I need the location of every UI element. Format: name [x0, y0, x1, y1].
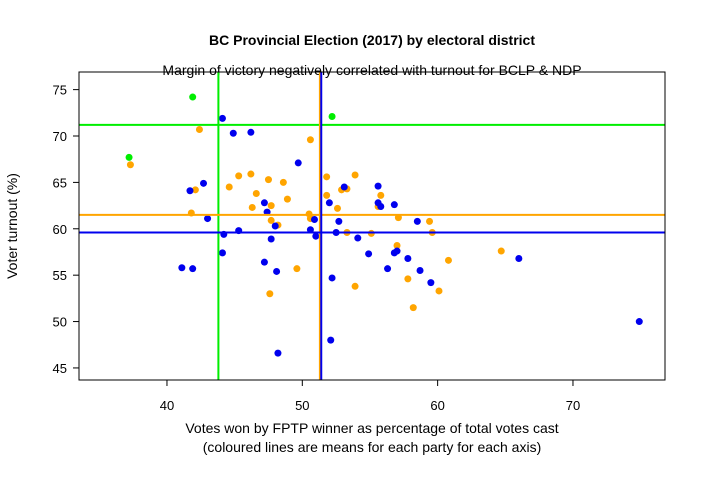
bclp-point: [204, 215, 212, 223]
bclp-point: [267, 235, 275, 243]
x-axis-label-note: (coloured lines are means for each party…: [203, 439, 542, 455]
ndp-point: [333, 204, 341, 212]
ndp-point: [435, 287, 443, 295]
y-tick-label: 70: [53, 129, 67, 144]
bclp-point: [515, 254, 523, 262]
green-point: [189, 93, 197, 101]
ndp-point: [267, 216, 275, 224]
plot-frame: [78, 71, 666, 381]
bclp-point: [327, 336, 335, 344]
y-tick-label: 60: [53, 222, 67, 237]
bclp-point: [294, 159, 302, 167]
ndp-point: [252, 190, 260, 198]
bclp-point: [218, 249, 226, 257]
ndp-point: [497, 247, 505, 255]
y-tick-label: 45: [53, 361, 67, 376]
ndp-point: [426, 217, 434, 225]
ndp-point: [351, 282, 359, 290]
ndp-point: [409, 304, 417, 312]
bclp-point: [325, 199, 333, 207]
ndp-point: [247, 170, 255, 178]
y-axis-label: Voter turnout (%): [4, 173, 20, 279]
ndp-point: [283, 195, 291, 203]
ndp-point: [264, 176, 272, 184]
bclp-point: [178, 264, 186, 272]
bclp-point: [390, 201, 398, 209]
y-tick-label: 65: [53, 175, 67, 190]
bclp-point: [404, 254, 412, 262]
chart-title: BC Provincial Election (2017) by elector…: [209, 32, 535, 48]
ndp-point: [377, 191, 385, 199]
bclp-point: [377, 203, 385, 211]
bclp-point: [393, 247, 401, 255]
y-tick-label: 75: [53, 83, 67, 98]
ndp-point: [248, 203, 256, 211]
bclp-point: [413, 217, 421, 225]
bclp-point: [189, 265, 197, 273]
ndp-point: [444, 256, 452, 264]
bclp-point: [635, 318, 643, 326]
bclp-point: [306, 226, 314, 234]
ndp-point: [235, 172, 243, 180]
bclp-point: [186, 187, 194, 195]
x-tick-label: 40: [160, 398, 174, 413]
ndp-point: [279, 178, 287, 186]
bclp-point: [274, 349, 282, 357]
ndp-point: [351, 171, 359, 179]
ndp-point: [306, 136, 314, 144]
bclp-point: [229, 129, 237, 137]
y-tick-label: 50: [53, 315, 67, 330]
bclp-point: [312, 232, 320, 240]
bclp-point: [374, 182, 382, 190]
green-point: [328, 113, 336, 121]
bclp-point: [340, 183, 348, 191]
bclp-point: [427, 279, 435, 287]
bclp-point: [200, 179, 208, 187]
ndp-point: [404, 275, 412, 283]
x-tick-label: 70: [566, 398, 580, 413]
ndp-point: [225, 183, 233, 191]
x-tick-label: 60: [430, 398, 444, 413]
x-axis-label: Votes won by FPTP winner as percentage o…: [185, 420, 558, 436]
bclp-point: [384, 265, 392, 273]
ndp-point: [195, 126, 203, 134]
chart-subtitle: Margin of victory negatively correlated …: [162, 62, 581, 78]
ndp-point: [293, 265, 301, 273]
bclp-point: [416, 267, 424, 275]
y-tick-label: 55: [53, 268, 67, 283]
bclp-point: [263, 208, 271, 216]
bclp-point: [260, 258, 268, 266]
ndp-point: [394, 214, 402, 222]
ndp-point: [323, 173, 331, 181]
ndp-point: [393, 241, 401, 249]
ndp-point: [267, 202, 275, 210]
bclp-point: [328, 274, 336, 282]
ndp-point: [266, 290, 274, 298]
bclp-point: [354, 234, 362, 242]
green-point: [125, 153, 133, 161]
bclp-point: [365, 250, 373, 258]
ndp-point: [191, 186, 199, 194]
bclp-point: [335, 217, 343, 225]
x-tick-label: 50: [295, 398, 309, 413]
bclp-point: [273, 267, 281, 275]
bclp-point: [271, 222, 279, 230]
bclp-point: [260, 199, 268, 207]
bclp-point: [218, 114, 226, 122]
ndp-point: [323, 191, 331, 199]
bclp-point: [310, 216, 318, 224]
ndp-point: [126, 161, 134, 169]
bclp-point: [247, 128, 255, 136]
